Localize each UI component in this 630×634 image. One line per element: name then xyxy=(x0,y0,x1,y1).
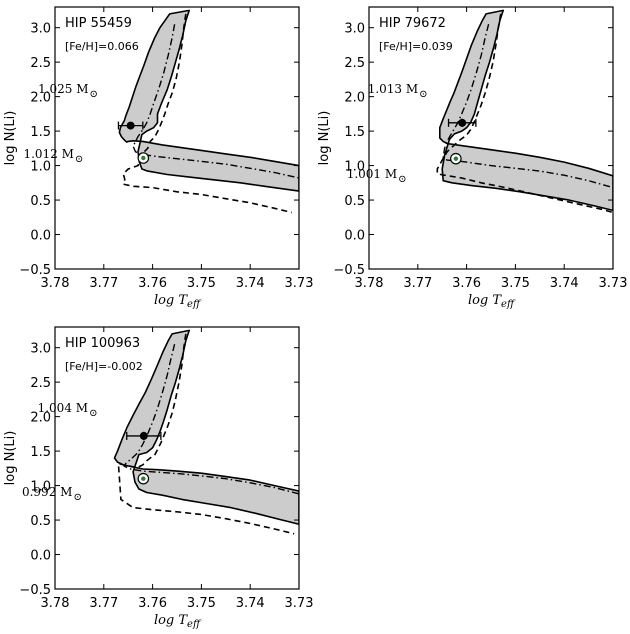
panel-hip-55459: −0.50.00.51.01.52.02.53.0 3.78 3.77 3.76 3.… xyxy=(3,6,314,310)
mass-label-upper: 1.025 M⊙ xyxy=(38,82,98,100)
y-tick-label: 3.0 xyxy=(30,22,51,37)
li-band-fill xyxy=(439,9,613,212)
y-tick-label: 2.5 xyxy=(30,376,51,391)
observed-star-point xyxy=(126,121,135,130)
y-tick-label: 0.0 xyxy=(30,549,51,564)
x-tick-label: 3.75 xyxy=(187,596,216,611)
axes-frame xyxy=(54,6,300,270)
observed-star-point xyxy=(139,431,148,440)
y-tick-label: 2.5 xyxy=(344,56,365,71)
y-ticks: −0.5 0.0 0.5 1.0 1.5 2.0 2.5 3.0 xyxy=(19,22,299,278)
star-label: HIP 55459 xyxy=(65,16,132,31)
y-tick-label: −0.5 xyxy=(19,583,51,598)
y-axis-label: log N(Li) xyxy=(317,111,332,166)
li-dashed-curve xyxy=(122,13,292,214)
y-tick-label: 1.5 xyxy=(30,445,51,460)
panel-hip-100963: −0.50.00.51.01.52.02.53.0 3.78 3.77 3.76 3.… xyxy=(3,326,314,630)
x-tick-label: 3.73 xyxy=(285,596,314,611)
star-label: HIP 79672 xyxy=(379,16,446,31)
star-label: HIP 100963 xyxy=(65,336,140,351)
li-dashdot-curve xyxy=(442,24,613,189)
x-tick-label: 3.76 xyxy=(138,276,167,291)
y-ticks: −0.5 0.0 0.5 1.0 1.5 2.0 2.5 3.0 xyxy=(19,342,299,598)
x-ticks: 3.78 3.77 3.76 3.75 3.74 3.73 xyxy=(355,7,628,291)
x-tick-label: 3.75 xyxy=(187,276,216,291)
y-tick-label: 2.0 xyxy=(30,91,51,106)
li-band-fill xyxy=(113,329,299,525)
y-tick-label: 3.0 xyxy=(30,342,51,357)
x-tick-label: 3.78 xyxy=(41,276,70,291)
x-tick-label: 3.77 xyxy=(89,276,118,291)
axes-frame xyxy=(368,6,614,270)
mass-label-lower: 0.992 M⊙ xyxy=(22,485,82,503)
x-tick-label: 3.77 xyxy=(403,276,432,291)
x-tick-label: 3.73 xyxy=(285,276,314,291)
y-tick-label: 0.5 xyxy=(344,194,365,209)
y-tick-label: 3.0 xyxy=(344,22,365,37)
mass-label-lower: 1.001 M⊙ xyxy=(347,167,407,185)
x-tick-label: 3.73 xyxy=(599,276,628,291)
model-marker-inner xyxy=(453,156,459,161)
y-tick-label: 1.5 xyxy=(344,125,365,140)
mass-label-upper: 1.004 M⊙ xyxy=(38,401,98,419)
li-band-fill xyxy=(118,9,299,192)
model-marker-inner xyxy=(141,155,146,161)
li-dashdot-curve xyxy=(123,344,299,495)
x-tick-label: 3.77 xyxy=(89,596,118,611)
y-tick-label: 1.0 xyxy=(30,480,51,495)
mass-label-upper: 1.013 M⊙ xyxy=(368,82,428,100)
y-axis-label: log N(Li) xyxy=(3,431,18,486)
x-tick-label: 3.76 xyxy=(138,596,167,611)
metallicity-label: [Fe/H]=0.066 xyxy=(65,40,139,53)
x-axis-label: log Teff xyxy=(154,293,202,310)
axes-frame xyxy=(54,326,300,590)
y-ticks: −0.5 0.0 0.5 1.0 1.5 2.0 2.5 3.0 xyxy=(333,22,613,278)
y-tick-label: 0.5 xyxy=(30,194,51,209)
model-marker-inner xyxy=(141,476,146,481)
y-tick-label: −0.5 xyxy=(333,263,365,278)
y-tick-label: 0.5 xyxy=(30,514,51,529)
y-tick-label: 2.0 xyxy=(344,91,365,106)
x-tick-label: 3.75 xyxy=(501,276,530,291)
x-ticks: 3.78 3.77 3.76 3.75 3.74 3.73 xyxy=(41,7,314,291)
observed-star-point xyxy=(458,118,467,127)
x-tick-label: 3.76 xyxy=(452,276,481,291)
y-tick-label: 1.0 xyxy=(344,160,365,175)
y-tick-label: 0.0 xyxy=(344,229,365,244)
x-tick-label: 3.78 xyxy=(41,596,70,611)
metallicity-label: [Fe/H]=-0.002 xyxy=(65,360,143,373)
panel-hip-79672: −0.50.00.51.01.52.02.53.0 3.78 3.77 3.76 3.… xyxy=(317,6,628,310)
mass-label-lower: 1.012 M⊙ xyxy=(23,147,83,165)
y-tick-label: 1.0 xyxy=(30,160,51,175)
x-axis-label: log Teff xyxy=(468,293,516,310)
y-tick-label: 2.5 xyxy=(30,56,51,71)
y-tick-label: 1.5 xyxy=(30,125,51,140)
y-tick-label: 2.0 xyxy=(30,411,51,426)
li-dashdot-curve xyxy=(132,24,299,179)
y-axis-label: log N(Li) xyxy=(3,111,18,166)
x-ticks: 3.78 3.77 3.76 3.75 3.74 3.73 xyxy=(41,327,314,611)
x-tick-label: 3.78 xyxy=(355,276,384,291)
x-axis-label: log Teff xyxy=(154,613,202,630)
li-dashed-curve xyxy=(117,333,295,535)
y-tick-label: 0.0 xyxy=(30,229,51,244)
x-tick-label: 3.74 xyxy=(550,276,579,291)
x-tick-label: 3.74 xyxy=(236,276,265,291)
y-tick-label: −0.5 xyxy=(19,263,51,278)
x-tick-label: 3.74 xyxy=(236,596,265,611)
metallicity-label: [Fe/H]=0.039 xyxy=(379,40,453,53)
